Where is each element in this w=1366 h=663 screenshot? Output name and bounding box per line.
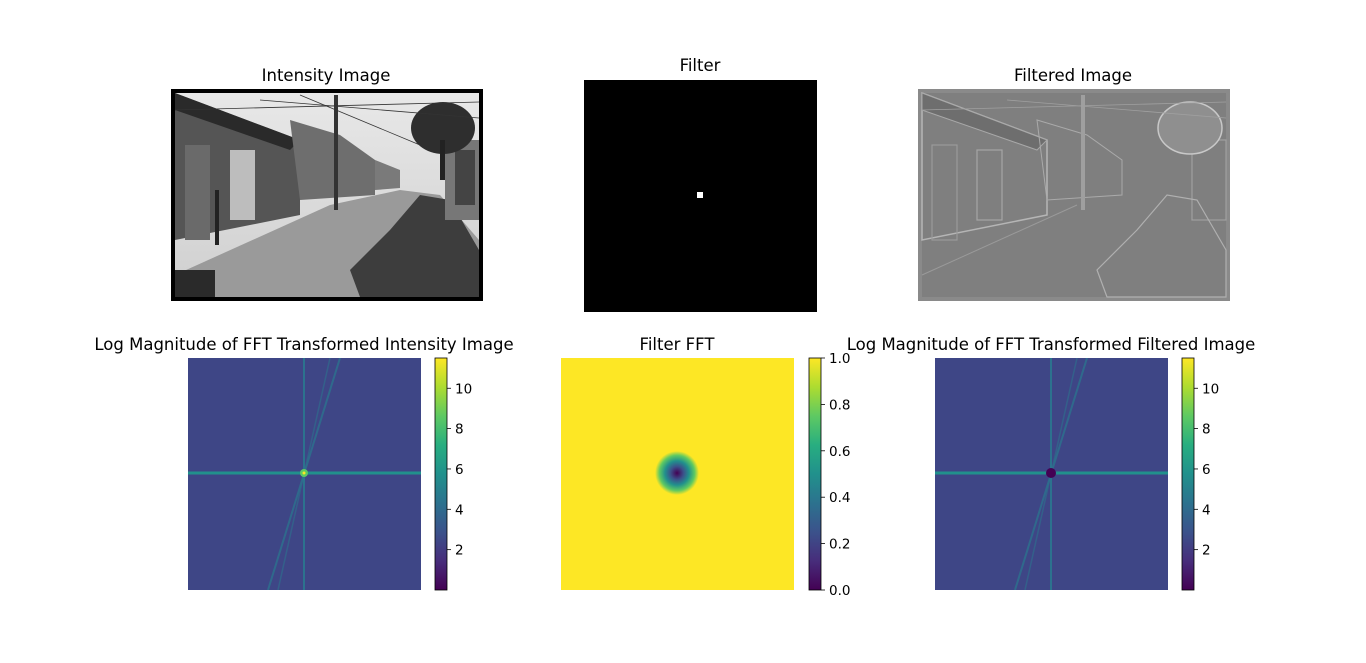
filter-fft-heatmap <box>561 358 794 590</box>
colorbar-tick-label: 0.0 <box>829 583 850 599</box>
colorbar-gradient <box>1181 357 1195 591</box>
fft-filtered-panel: Log Magnitude of FFT Transformed Filtere… <box>847 335 1256 590</box>
colorbar-tick-label: 0.8 <box>829 397 850 413</box>
filtered-image-panel: Filtered Image <box>918 66 1230 301</box>
colorbar-tick-label: 1.0 <box>829 351 850 367</box>
fft-filtered-heatmap <box>935 358 1168 590</box>
panel-title: Intensity Image <box>262 66 391 85</box>
colorbar-gradient <box>808 357 822 591</box>
panel-title: Filter <box>680 56 721 75</box>
panel-title: Log Magnitude of FFT Transformed Intensi… <box>94 335 513 354</box>
colorbar-tick-label: 0.6 <box>829 444 850 460</box>
filter-fft-panel: Filter FFT <box>561 335 794 590</box>
colorbar-tick-label: 0.2 <box>829 537 850 553</box>
colorbar-tick-label: 4 <box>455 502 464 518</box>
colorbar-tick-label: 2 <box>455 543 464 559</box>
filtered-image <box>918 89 1230 301</box>
colorbar: 2 4 6 8 10 <box>1181 357 1219 591</box>
panel-title: Filter FFT <box>640 335 716 354</box>
colorbar-tick-label: 6 <box>455 462 464 478</box>
intensity-image <box>171 89 483 301</box>
colorbar-tick-label: 10 <box>455 381 472 397</box>
intensity-image-panel: Intensity Image <box>171 66 483 301</box>
colorbar-tick-label: 0.4 <box>829 490 850 506</box>
colorbar-tick-label: 10 <box>1202 381 1219 397</box>
filter-image <box>584 80 817 312</box>
colorbar-tick-label: 8 <box>455 422 464 438</box>
colorbar: 2 4 6 8 10 <box>434 357 472 591</box>
fft-intensity-heatmap <box>188 358 421 590</box>
fft-intensity-panel: Log Magnitude of FFT Transformed Intensi… <box>94 335 514 590</box>
colorbar-tick-label: 8 <box>1202 422 1211 438</box>
filter-panel: Filter <box>584 56 817 312</box>
colorbar-tick-label: 6 <box>1202 462 1211 478</box>
panel-title: Filtered Image <box>1014 66 1132 85</box>
panel-title: Log Magnitude of FFT Transformed Filtere… <box>847 335 1256 354</box>
colorbar-gradient <box>434 357 448 591</box>
colorbar-tick-label: 4 <box>1202 502 1211 518</box>
colorbar-tick-label: 2 <box>1202 543 1211 559</box>
colorbar: 0.0 0.2 0.4 0.6 0.8 1.0 <box>808 351 850 599</box>
